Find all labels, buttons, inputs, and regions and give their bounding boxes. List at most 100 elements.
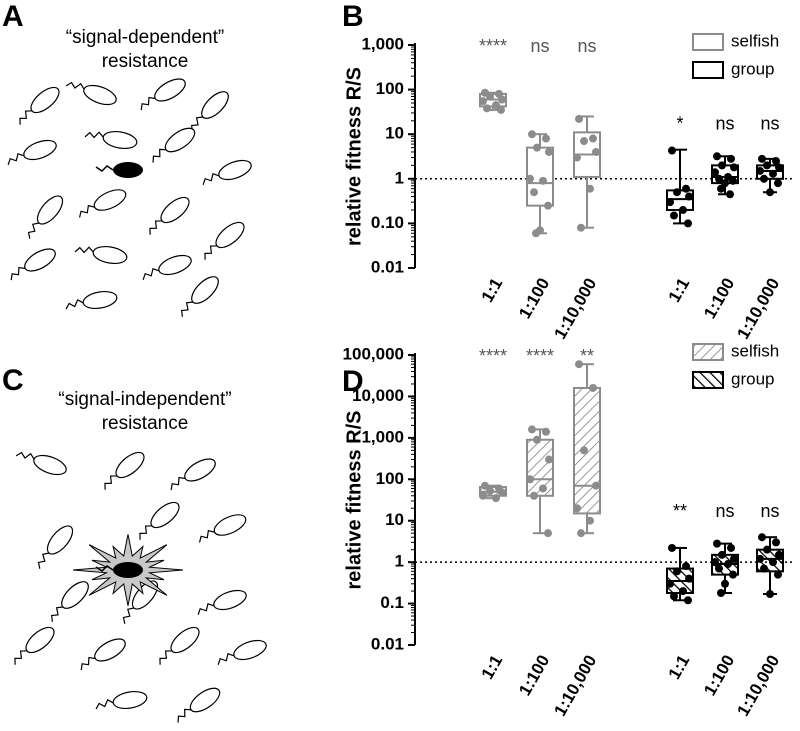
bacterium: [149, 196, 190, 235]
cell-body: [94, 638, 126, 662]
bacterium: [181, 276, 219, 317]
data-point: [774, 570, 782, 579]
data-point: [542, 427, 550, 436]
y-tick-label: 10: [385, 510, 404, 529]
panel-letter: D: [342, 365, 364, 398]
bacterium: [202, 159, 252, 185]
bacterium: [104, 451, 145, 490]
y-tick-label: 100: [376, 469, 404, 488]
data-point: [730, 554, 738, 563]
flagellum: [217, 652, 235, 665]
y-tick-label: 1: [395, 168, 404, 187]
data-point: [580, 446, 588, 455]
data-point: [760, 174, 768, 183]
x-tick-label: 1:1: [665, 652, 694, 683]
data-point: [545, 455, 553, 464]
data-point: [679, 205, 687, 214]
data-point: [763, 545, 771, 554]
cell-body: [191, 276, 219, 304]
panel-caption: “signal-dependent”: [66, 27, 224, 48]
x-tick-label: 1:10,000: [733, 652, 783, 720]
data-point: [544, 529, 552, 538]
flagellum: [7, 152, 25, 165]
legend-swatch: [692, 61, 724, 79]
data-point: [533, 435, 541, 444]
significance-label: *: [676, 113, 683, 133]
legend-swatch: [692, 371, 724, 389]
flagellum: [142, 267, 160, 280]
cell-body: [154, 78, 186, 102]
bacterium: [10, 248, 56, 281]
flagellum: [19, 110, 32, 125]
data-point: [577, 529, 585, 538]
data-point: [545, 147, 553, 156]
panel-caption: resistance: [102, 51, 189, 72]
data-point: [575, 360, 583, 369]
bacterium: [80, 638, 126, 671]
bacterium: [152, 127, 196, 163]
data-point: [589, 383, 597, 392]
y-tick-label: 0.10: [371, 213, 404, 232]
cell-body: [164, 127, 196, 153]
data-point: [713, 152, 721, 161]
resistant-cell: [113, 562, 143, 578]
flagellum: [37, 552, 50, 569]
bacterium: [170, 458, 216, 491]
data-point: [685, 574, 693, 583]
flagellum: [198, 529, 215, 543]
flagellum: [140, 96, 156, 111]
panel-letter: A: [2, 0, 24, 33]
flagellum: [51, 606, 64, 622]
bacterium: [15, 451, 67, 476]
cell-body: [233, 639, 267, 661]
data-point: [526, 475, 534, 484]
data-point: [479, 491, 487, 500]
x-tick-label: 1:1: [478, 652, 507, 683]
data-point: [721, 179, 729, 188]
bacterium: [198, 514, 247, 543]
panel-caption: “signal-independent”: [58, 389, 231, 410]
y-tick-label: 1,000: [361, 34, 404, 53]
cell-body: [184, 458, 216, 482]
bacterium: [7, 139, 57, 165]
significance-label: **: [580, 346, 594, 366]
data-point: [668, 543, 676, 552]
flagellum: [139, 525, 152, 540]
data-point: [727, 154, 735, 163]
data-point: [713, 539, 721, 548]
data-point: [530, 188, 538, 197]
data-point: [684, 596, 692, 605]
y-tick-label: 0.01: [371, 257, 404, 276]
data-point: [756, 166, 764, 175]
data-point: [775, 550, 783, 559]
significance-label: ns: [530, 36, 549, 56]
data-point: [718, 550, 726, 559]
data-point: [668, 146, 676, 155]
bacterium: [14, 626, 55, 665]
data-point: [498, 95, 506, 104]
flagellum: [104, 475, 117, 490]
data-point: [573, 153, 581, 162]
bacteria-illustration: [7, 78, 267, 723]
data-point: [526, 174, 534, 183]
data-point: [772, 157, 780, 166]
significance-label: ****: [479, 36, 507, 56]
resistant-cell: [113, 162, 143, 178]
data-point: [542, 134, 550, 143]
bacterium: [27, 195, 64, 239]
data-point: [497, 105, 505, 114]
data-point: [492, 494, 500, 503]
bacterium: [204, 221, 245, 260]
cell-body: [213, 589, 247, 611]
cell-body: [160, 196, 190, 224]
y-tick-label: 100,000: [343, 344, 404, 363]
y-tick-label: 100: [376, 79, 404, 98]
flagellum: [122, 607, 135, 624]
flagellum: [78, 204, 95, 218]
data-point: [589, 134, 597, 143]
y-axis-label: relative fitness R/S: [343, 411, 365, 590]
flagellum: [202, 172, 220, 185]
y-tick-label: 10,000: [352, 386, 404, 405]
bacterium: [217, 639, 267, 665]
